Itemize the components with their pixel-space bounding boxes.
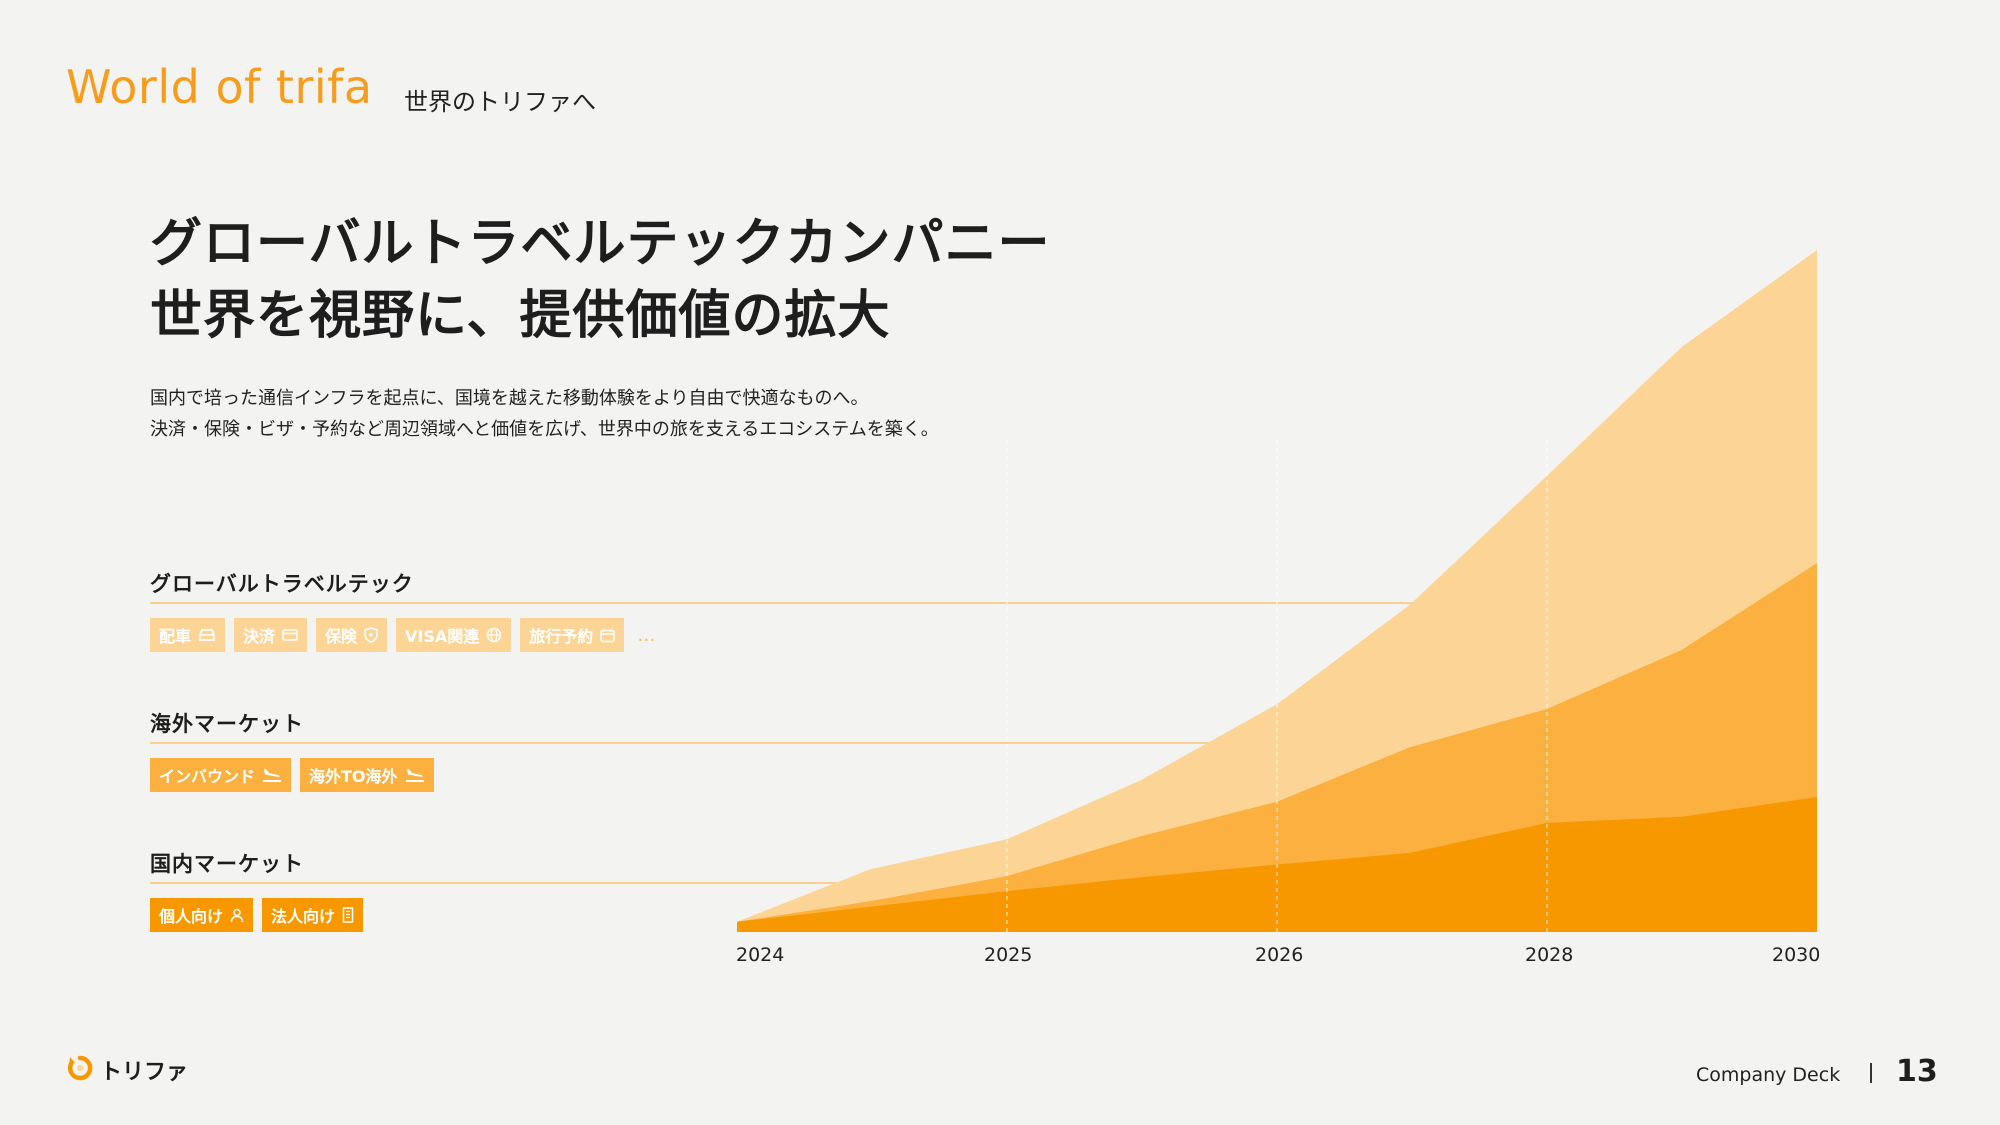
header-title-en: World of trifa (66, 60, 373, 114)
x-tick-label: 2026 (1255, 944, 1304, 966)
chip-visa: VISA関連 (396, 618, 512, 652)
chip-label: 海外TO海外 (309, 767, 398, 786)
chip-label: 旅行予約 (529, 627, 594, 646)
building-icon (342, 907, 354, 923)
description: 国内で培った通信インフラを起点に、国境を越えた移動体験をより自由で快適なものへ。… (150, 383, 939, 445)
description-line-1: 国内で培った通信インフラを起点に、国境を越えた移動体験をより自由で快適なものへ。 (150, 388, 869, 409)
logo-mark-icon (66, 1054, 94, 1086)
chip-row-overseas: インバウンド 海外TO海外 (150, 758, 434, 792)
chip-label: 法人向け (271, 907, 336, 926)
footer-logo: トリファ (66, 1054, 188, 1086)
chip-label: 保険 (325, 627, 358, 646)
chip-individual: 個人向け (150, 898, 254, 932)
chip-ride-hailing: 配車 (150, 618, 226, 652)
header-title-jp: 世界のトリファへ (404, 88, 596, 116)
calendar-icon (600, 628, 616, 643)
section-title-domestic: 国内マーケット (150, 852, 304, 876)
footer-divider (1870, 1063, 1872, 1083)
footer-deck-label: Company Deck (1696, 1064, 1841, 1086)
chip-row-global: 配車 決済 保険 VISA関連 旅行予約 … (150, 618, 657, 652)
headline-line-2: 世界を視野に、提供価値の拡大 (150, 286, 891, 346)
chip-row-domestic: 個人向け 法人向け (150, 898, 364, 932)
description-line-2: 決済・保険・ビザ・予約など周辺領域へと価値を広げ、世界中の旅を支えるエコシステム… (150, 419, 939, 440)
chip-label: インバウンド (159, 767, 256, 786)
chip-label: 個人向け (159, 907, 224, 926)
chip-label: 決済 (243, 627, 276, 646)
shield-icon (364, 627, 378, 643)
plane-landing-icon (262, 767, 282, 783)
headline-line-1: グローバルトラベルテックカンパニー (150, 214, 1051, 274)
chip-payment: 決済 (234, 618, 308, 652)
plane-landing-icon (405, 767, 425, 783)
chip-overseas-to-overseas: 海外TO海外 (300, 758, 434, 792)
chip-label: VISA関連 (405, 627, 480, 646)
page-number: 13 (1896, 1054, 1938, 1089)
headline: グローバルトラベルテックカンパニー 世界を視野に、提供価値の拡大 (150, 208, 1050, 352)
section-title-global: グローバルトラベルテック (150, 572, 414, 596)
chip-corporate: 法人向け (262, 898, 364, 932)
chip-label: 配車 (159, 627, 192, 646)
chip-inbound: インバウンド (150, 758, 292, 792)
x-tick-label: 2030 (1772, 944, 1821, 966)
person-icon (230, 908, 244, 923)
chip-insurance: 保険 (316, 618, 388, 652)
more-indicator: … (637, 624, 658, 646)
x-tick-label: 2025 (984, 944, 1033, 966)
car-icon (198, 628, 216, 642)
globe-icon (486, 627, 502, 643)
x-tick-label: 2024 (736, 944, 785, 966)
chip-travel-booking: 旅行予約 (520, 618, 625, 652)
card-icon (282, 629, 298, 641)
section-title-overseas: 海外マーケット (150, 712, 304, 736)
footer-logo-text: トリファ (100, 1060, 189, 1085)
x-tick-label: 2028 (1525, 944, 1574, 966)
